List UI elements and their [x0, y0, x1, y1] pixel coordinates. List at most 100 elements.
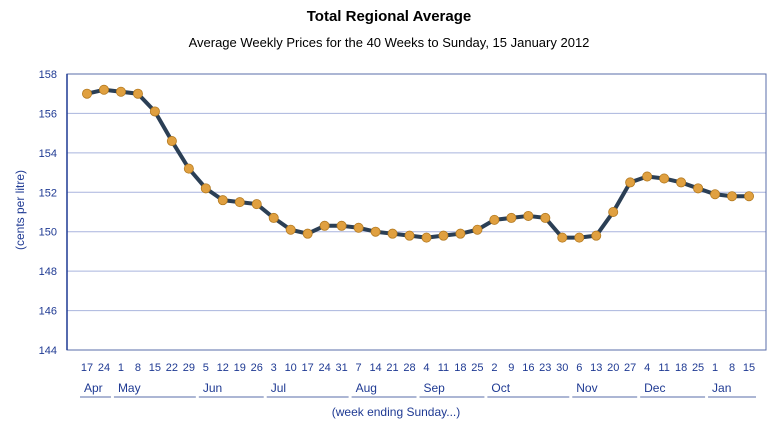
chart-subtitle: Average Weekly Prices for the 40 Weeks t… — [188, 35, 590, 50]
data-point — [523, 210, 534, 221]
x-axis-label: (week ending Sunday...) — [332, 405, 461, 419]
month-label: Jan — [712, 381, 731, 395]
series-line — [85, 87, 751, 240]
plot-frame — [66, 73, 767, 351]
x-tick-label: 10 — [285, 362, 297, 374]
x-tick-label: 13 — [590, 362, 602, 374]
x-tick-label: 16 — [522, 362, 534, 374]
y-tick-label: 154 — [39, 148, 57, 160]
month-label: Apr — [84, 381, 103, 395]
y-tick-label: 150 — [39, 227, 57, 239]
month-label: Jun — [203, 381, 222, 395]
gridlines — [66, 73, 767, 351]
x-tick-label: 12 — [217, 362, 229, 374]
data-point — [370, 226, 381, 237]
data-point — [132, 88, 143, 99]
x-tick-label: 31 — [335, 362, 347, 374]
data-point — [319, 220, 330, 231]
chart-title: Total Regional Average — [306, 8, 472, 25]
data-point — [200, 183, 211, 194]
x-tick-label: 29 — [183, 362, 195, 374]
data-point — [625, 177, 636, 188]
x-tick-label: 22 — [166, 362, 178, 374]
x-tick-label: 24 — [98, 362, 110, 374]
x-tick-label: 14 — [369, 362, 381, 374]
data-point — [285, 224, 296, 235]
x-tick-label: 28 — [403, 362, 415, 374]
data-point — [710, 189, 721, 200]
data-point — [421, 232, 432, 243]
month-label: Jul — [271, 381, 286, 395]
x-tick-label: 21 — [386, 362, 398, 374]
data-point — [387, 228, 398, 239]
x-tick-label: 5 — [203, 362, 209, 374]
y-tick-label: 148 — [39, 266, 57, 278]
x-tick-label: 18 — [454, 362, 466, 374]
x-tick-label: 23 — [539, 362, 551, 374]
x-tick-label: 1 — [118, 362, 124, 374]
data-point — [98, 84, 109, 95]
y-tick-label: 158 — [39, 69, 57, 81]
data-point — [404, 230, 415, 241]
data-point — [217, 195, 228, 206]
y-tick-label: 152 — [39, 187, 57, 199]
x-tick-label: 17 — [302, 362, 314, 374]
data-point — [234, 197, 245, 208]
data-point — [472, 224, 483, 235]
month-label: May — [118, 381, 141, 395]
x-tick-label: 8 — [135, 362, 141, 374]
y-tick-label: 146 — [39, 306, 57, 318]
x-tick-label: 3 — [271, 362, 277, 374]
month-label: Dec — [644, 381, 665, 395]
month-label: Sep — [423, 381, 445, 395]
data-point — [744, 191, 755, 202]
x-tick-label: 24 — [319, 362, 331, 374]
x-tick-label: 15 — [149, 362, 161, 374]
data-point — [557, 232, 568, 243]
data-point — [540, 212, 551, 223]
month-labels: Apr May Jun Jul Aug Sep Oct Nov Dec Jan — [80, 381, 756, 398]
x-tick-label: 20 — [607, 362, 619, 374]
x-tick-labels: 17 24 1 8 15 22 29 5 12 19 26 3 10 17 24 31 7 14 21 28 4 11 18… — [81, 362, 755, 374]
x-tick-label: 2 — [491, 362, 497, 374]
data-point — [659, 173, 670, 184]
data-point — [727, 191, 738, 202]
x-tick-label: 8 — [729, 362, 735, 374]
data-point — [591, 230, 602, 241]
data-point — [336, 220, 347, 231]
month-label: Nov — [576, 381, 597, 395]
x-tick-label: 18 — [675, 362, 687, 374]
data-point — [302, 228, 313, 239]
x-tick-label: 9 — [508, 362, 514, 374]
data-point — [353, 222, 364, 233]
x-tick-label: 4 — [644, 362, 650, 374]
x-tick-label: 25 — [471, 362, 483, 374]
data-point — [455, 228, 466, 239]
y-axis-label: (cents per litre) — [13, 170, 27, 250]
x-tick-label: 26 — [251, 362, 263, 374]
x-tick-label: 11 — [658, 362, 669, 374]
x-tick-label: 1 — [712, 362, 718, 374]
data-point — [676, 177, 687, 188]
price-series — [82, 84, 755, 243]
data-point — [166, 136, 177, 147]
y-tick-labels: 144 146 148 150 152 154 156 158 — [39, 69, 57, 357]
x-tick-label: 17 — [81, 362, 93, 374]
data-point — [149, 106, 160, 117]
data-point — [82, 88, 93, 99]
x-tick-label: 11 — [438, 362, 449, 374]
month-label: Aug — [356, 381, 377, 395]
data-point — [251, 199, 262, 210]
x-tick-label: 6 — [576, 362, 582, 374]
x-tick-label: 7 — [356, 362, 362, 374]
x-tick-label: 4 — [423, 362, 429, 374]
x-tick-label: 19 — [234, 362, 246, 374]
x-tick-label: 25 — [692, 362, 704, 374]
data-point — [506, 212, 517, 223]
x-tick-label: 15 — [743, 362, 755, 374]
month-label: Oct — [491, 381, 510, 395]
data-point — [268, 212, 279, 223]
data-point — [574, 232, 585, 243]
data-point — [489, 214, 500, 225]
